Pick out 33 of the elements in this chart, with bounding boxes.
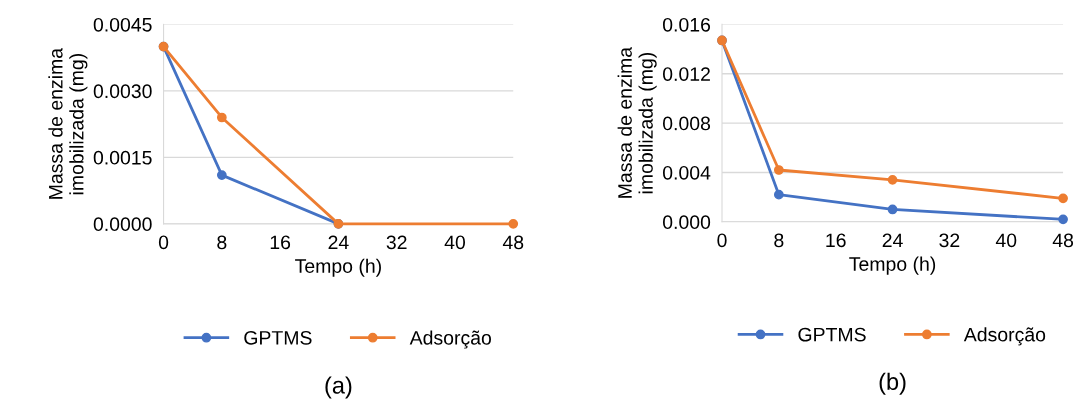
x-tick-label: 32 [386, 235, 407, 250]
y-tick-label: 0.000 [662, 215, 711, 230]
x-tick-label: 24 [328, 235, 349, 250]
x-tick-label: 16 [826, 233, 846, 248]
x-tick-label: 40 [995, 233, 1017, 248]
y-tick-label: 0.004 [662, 165, 711, 180]
x-tick-label: 16 [270, 235, 291, 250]
legend-label: Adsorção [963, 327, 1046, 346]
y-tick-label: 0.0030 [93, 84, 152, 99]
x-axis-title: Tempo (h) [295, 258, 381, 277]
y-tick-label: 0.0045 [93, 17, 152, 32]
x-tick-label: 8 [217, 235, 227, 250]
legend-label: Adsorção [409, 330, 492, 349]
y-axis-title: Massa de enzima imobilizada (mg) [48, 47, 88, 199]
x-axis-title: Tempo (h) [849, 256, 936, 275]
x-tick-label: 24 [882, 233, 903, 248]
x-tick-label: 0 [717, 233, 727, 248]
x-tick-label: 32 [939, 233, 960, 248]
x-tick-label: 48 [1052, 233, 1074, 248]
text: (b) [879, 372, 906, 395]
y-tick-label: 0.016 [662, 17, 711, 32]
legend-label: GPTMS [244, 330, 312, 345]
y-axis-title: Massa de enzima imobilizada (mg) [617, 46, 657, 198]
y-tick-label: 0.012 [662, 67, 710, 82]
legend-label: GPTMS [798, 327, 866, 342]
text: (a) [325, 376, 352, 399]
y-tick-label: 0.0000 [93, 217, 152, 232]
x-tick-label: 48 [502, 235, 524, 250]
x-tick-label: 0 [158, 235, 169, 250]
y-tick-label: 0.0015 [93, 150, 152, 165]
x-tick-label: 8 [774, 233, 784, 248]
y-tick-label: 0.008 [662, 116, 711, 131]
x-tick-label: 40 [444, 235, 466, 250]
